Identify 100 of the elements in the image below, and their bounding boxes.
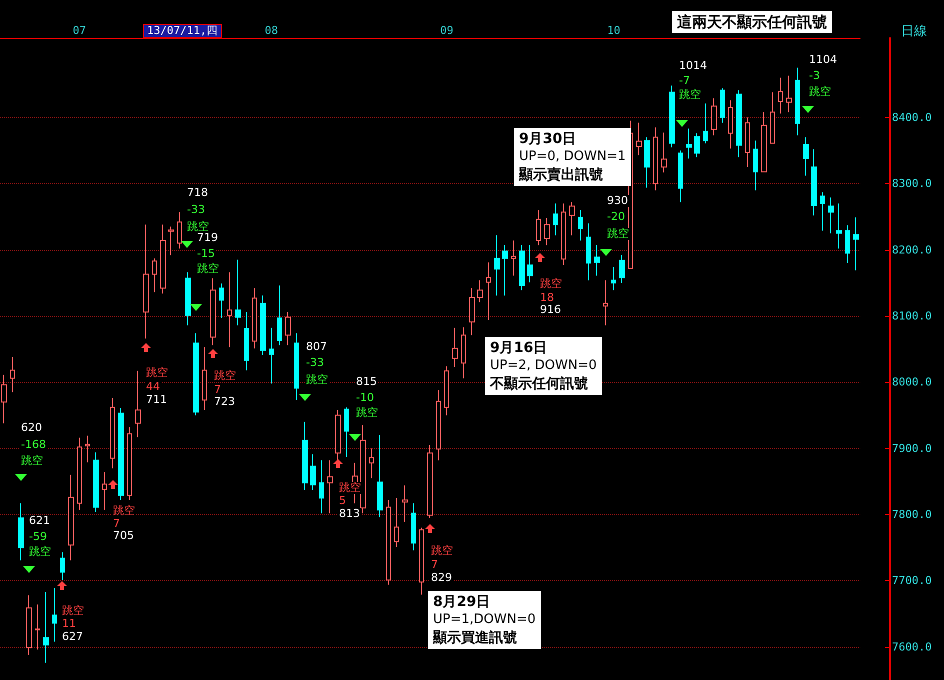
annotation: 807: [305, 340, 328, 353]
candlestick: [811, 148, 817, 216]
y-tick-label: 7700.0: [892, 574, 932, 588]
candlestick: [26, 594, 32, 656]
candlestick: [260, 294, 266, 356]
candlestick: [569, 202, 575, 236]
annotation: 11: [61, 617, 77, 630]
annotation: 顯示賣出訊號: [519, 166, 604, 184]
annotation: -20: [606, 210, 626, 223]
candlestick: [18, 502, 24, 561]
candlestick: [402, 484, 408, 522]
annotation: UP=2, DOWN=0: [490, 357, 597, 375]
candlestick: [461, 326, 466, 379]
annotation: 916: [539, 303, 562, 316]
annotation: 719: [196, 231, 219, 244]
candlestick: [519, 244, 525, 291]
candlestick: [335, 409, 341, 461]
annotation: 跳空: [186, 220, 210, 233]
candlestick: [761, 112, 767, 172]
candlestick: [35, 604, 40, 650]
annotation: 711: [145, 393, 168, 406]
annotation: 930: [606, 194, 629, 207]
candlestick: [411, 502, 416, 551]
candlestick: [578, 210, 583, 242]
candlestick: [52, 588, 57, 642]
candlestick: [720, 88, 725, 124]
candlestick: [68, 474, 74, 561]
annotation: 5: [338, 494, 347, 507]
annotation: 627: [61, 630, 84, 643]
candlestick: [703, 103, 708, 144]
annotation: 跳空: [61, 604, 85, 617]
y-tick-label: 7600.0: [892, 640, 932, 654]
candlestick: [277, 285, 282, 346]
candlestick: [678, 150, 683, 203]
candlestick: [394, 497, 399, 548]
annotation: 跳空: [20, 454, 44, 467]
annotation: 9月16日: [490, 339, 548, 357]
annotation: 621: [28, 514, 51, 527]
y-tick-label: 8200.0: [892, 243, 932, 256]
annotation: 8月29日: [433, 593, 492, 611]
candlestick: [210, 278, 216, 346]
candlestick: [661, 132, 667, 173]
annotation: 44: [145, 380, 161, 393]
annotation: 620: [20, 421, 43, 434]
candlestick: [745, 116, 750, 168]
candlestick: [302, 421, 308, 491]
candlestick: [135, 370, 141, 438]
annotation: 829: [430, 571, 453, 584]
annotation: 7: [213, 383, 222, 396]
candlestick: [511, 240, 516, 276]
candlestick: [143, 224, 149, 339]
candlestick: [477, 280, 483, 303]
annotation: -33: [305, 356, 325, 369]
candlestick: [235, 259, 241, 326]
candlestick: [310, 454, 316, 491]
candlestick: [43, 591, 49, 664]
candlestick: [419, 527, 424, 596]
candlestick: [469, 288, 475, 336]
candlestick: [244, 312, 249, 371]
candlestick: [803, 136, 809, 176]
candlestick: [269, 327, 274, 384]
annotation: 跳空: [808, 85, 832, 98]
candlestick: [10, 356, 15, 393]
candlestick: [853, 216, 859, 271]
y-tick-label: 8000.0: [892, 376, 932, 389]
y-tick-label: 8400.0: [892, 110, 932, 124]
annotation: 跳空: [145, 366, 169, 379]
annotation: 9月30日: [519, 130, 578, 148]
candlestick: [93, 452, 99, 512]
candlestick: [603, 280, 608, 326]
candlestick: [845, 224, 850, 264]
annotation: -10: [355, 391, 375, 404]
annotation: 813: [338, 507, 361, 520]
candlestick: [527, 244, 533, 283]
candlestick: [536, 210, 541, 246]
candlestick: [127, 426, 132, 500]
candlestick: [110, 398, 115, 469]
annotation: -59: [28, 530, 48, 543]
candlestick: [285, 312, 291, 346]
candlestick: [694, 132, 700, 158]
candlestick: [160, 224, 166, 294]
candlestick: [502, 244, 508, 296]
annotation: 跳空: [430, 544, 454, 557]
candlestick: [586, 222, 591, 281]
candlestick: [836, 202, 842, 249]
candlestick: [252, 288, 257, 349]
annotation: 跳空: [678, 88, 702, 101]
candlestick: [168, 226, 174, 256]
annotation: UP=1,DOWN=0: [433, 611, 536, 629]
annotation: -3: [808, 69, 821, 82]
candlestick: [770, 92, 775, 144]
annotation: 跳空: [338, 481, 362, 494]
candlestick: [377, 434, 383, 518]
y-tick-label: 7900.0: [892, 442, 932, 455]
candlestick: [711, 98, 717, 136]
text: 13/07/11,四: [143, 24, 222, 38]
annotation: 7: [430, 558, 439, 571]
candlestick: [118, 407, 124, 500]
candlestick: [494, 234, 500, 296]
candlestick: [728, 100, 733, 150]
